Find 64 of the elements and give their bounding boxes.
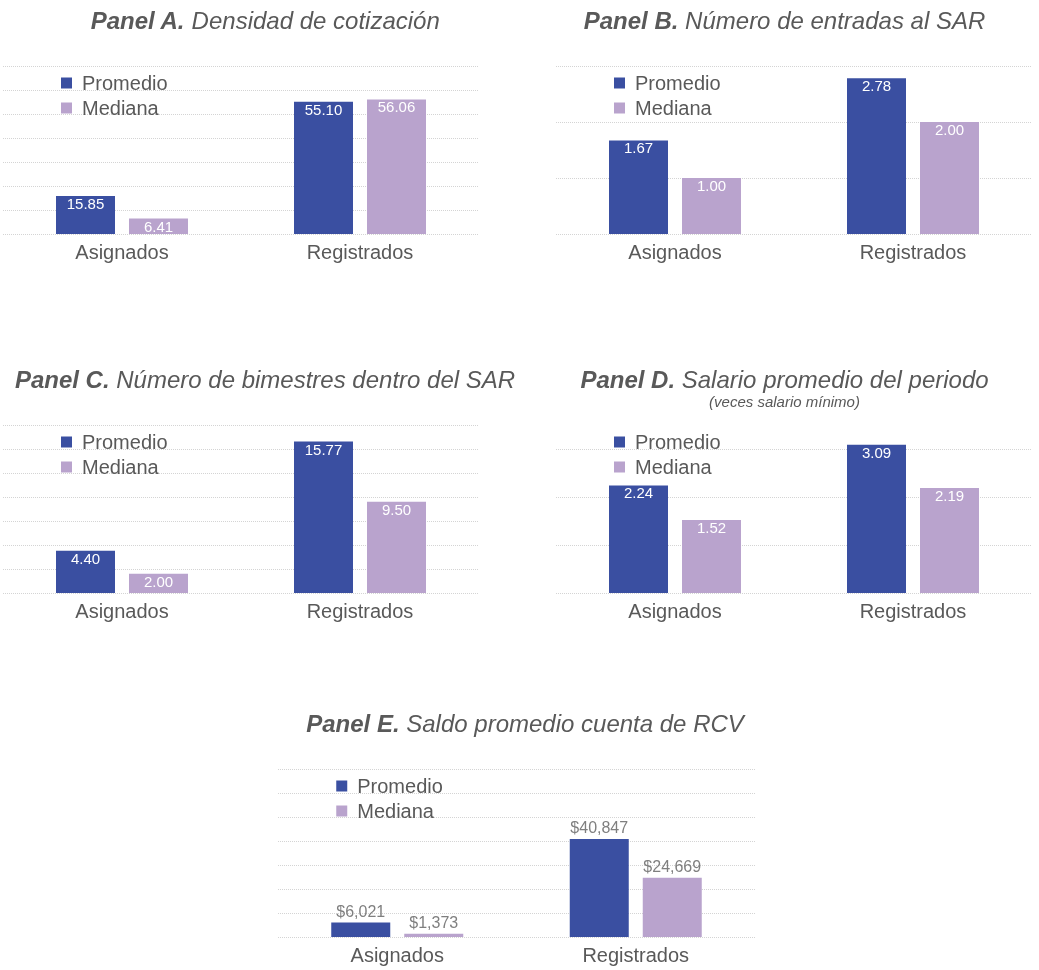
- legend-label: Mediana: [635, 456, 713, 478]
- bar: [847, 444, 906, 593]
- legend-label: Mediana: [357, 800, 435, 822]
- bar: [920, 122, 979, 234]
- x-tick-label: Asignados: [75, 241, 169, 263]
- legend-label: Promedio: [82, 431, 168, 453]
- data-label: 56.06: [377, 98, 416, 116]
- data-label: 2.19: [934, 486, 965, 504]
- data-label: 4.40: [70, 549, 101, 567]
- legend-label: Promedio: [635, 431, 721, 453]
- bar: [331, 922, 391, 937]
- bar: [56, 195, 115, 234]
- data-label: 1.00: [696, 177, 727, 194]
- bar: [847, 78, 906, 234]
- legend-label: Promedio: [357, 775, 443, 797]
- x-tick-label: Registrados: [582, 944, 690, 966]
- x-tick-label: Registrados: [306, 241, 414, 263]
- chart-title: Panel E. Saldo promedio cuenta de RCV: [306, 709, 746, 737]
- bar: [682, 178, 741, 234]
- data-label: 1.52: [696, 519, 727, 537]
- data-label: 2.00: [934, 121, 965, 138]
- legend-label: Promedio: [82, 72, 168, 94]
- data-label: 15.85: [66, 194, 105, 212]
- x-tick-label: Asignados: [628, 600, 722, 622]
- bar: [682, 520, 741, 593]
- data-label: $40,847: [570, 819, 629, 837]
- data-label: 6.41: [143, 217, 174, 235]
- data-label: $1,373: [409, 914, 459, 932]
- data-label: $24,669: [643, 858, 702, 876]
- bar: [367, 99, 426, 234]
- data-label: 3.09: [861, 443, 892, 461]
- legend-label: Mediana: [635, 97, 713, 119]
- bar: [642, 877, 702, 937]
- chart-title: Panel B. Número de entradas al SAR: [583, 6, 986, 34]
- data-label: 15.77: [304, 440, 343, 458]
- bar: [294, 101, 353, 234]
- data-label: $6,021: [336, 903, 386, 921]
- chart-title: Panel A. Densidad de cotización: [90, 6, 440, 34]
- bar: [569, 838, 629, 937]
- data-label: 1.67: [623, 139, 654, 157]
- bar: [609, 485, 668, 593]
- bar: [367, 501, 426, 593]
- x-tick-label: Asignados: [628, 241, 722, 263]
- chart-subtitle: (veces salario mínimo): [709, 393, 860, 410]
- bar: [404, 933, 464, 937]
- x-tick-label: Registrados: [859, 241, 967, 263]
- data-label: 2.78: [861, 77, 892, 95]
- chart-title: Panel D. Salario promedio del periodo: [580, 365, 989, 393]
- legend-label: Mediana: [82, 97, 160, 119]
- data-label: 55.10: [304, 100, 343, 118]
- data-label: 2.00: [143, 572, 174, 590]
- legend-label: Mediana: [82, 456, 160, 478]
- bar: [294, 441, 353, 593]
- chart-title: Panel C. Número de bimestres dentro del SAR: [14, 365, 516, 393]
- bar: [920, 487, 979, 593]
- x-tick-label: Asignados: [350, 944, 444, 966]
- bar: [609, 140, 668, 234]
- x-tick-label: Asignados: [75, 600, 169, 622]
- data-label: 9.50: [381, 500, 412, 518]
- data-label: 2.24: [623, 484, 654, 502]
- legend-label: Promedio: [635, 72, 721, 94]
- x-tick-label: Registrados: [306, 600, 414, 622]
- bar: [56, 550, 115, 593]
- x-tick-label: Registrados: [859, 600, 967, 622]
